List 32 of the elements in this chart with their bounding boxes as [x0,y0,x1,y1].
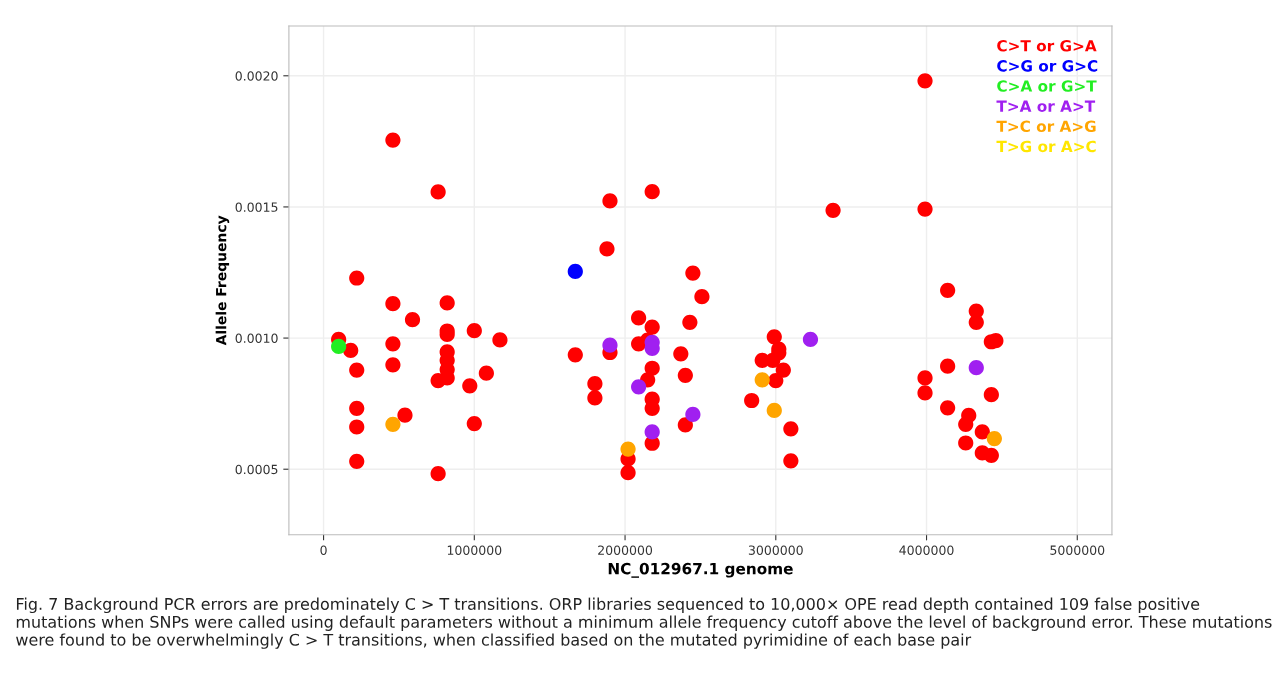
point [644,424,660,440]
point [968,360,984,376]
text: T>C or A>G [996,120,1096,133]
y-tick-label: 0.0015 [235,202,278,212]
y-tick-label: 0.0005 [235,464,278,475]
point [567,263,583,280]
x-tick-label: 3000000 [748,545,803,555]
point [766,402,782,419]
text: C>A or G>T [997,80,1097,92]
x-tick-label: 0 [320,545,327,555]
point [631,379,647,395]
point [685,406,701,423]
point [802,331,819,347]
x-tick-label: 5000000 [1050,545,1105,555]
point [986,430,1002,447]
point [331,338,347,355]
text: C>T or G>A [997,39,1097,52]
point [754,372,770,388]
x-axis-title: NC_012967.1 genome [608,562,793,578]
point [620,441,636,457]
x-tick-label: 2000000 [598,545,653,555]
x-tick-label: 1000000 [447,545,502,555]
y-tick-label: 0.0010 [235,333,278,343]
text: C>G or G>C [997,60,1098,72]
point [385,416,401,432]
legend-label: T>G or A>C [996,140,1096,153]
y-tick-label: 0.0020 [235,71,278,81]
point [602,337,618,353]
x-tick-label: 4000000 [899,545,954,555]
caption: Fig. 7 Background PCR errors are predominately C > T transitions. ORP libraries sequenced to 10,000× OPE read depth contained 109 false positive mutations when SNPs were called using default parameters without a minimum allele frequency cutoff above the level of background error. These mutations were found to be overwhelmingly C > T transitions, when classified based on the mutated pyrimidine of each base pair [16,597,1272,649]
text: T>A or A>T [996,100,1096,112]
y-axis-title: Allele Frequency [215,215,230,346]
